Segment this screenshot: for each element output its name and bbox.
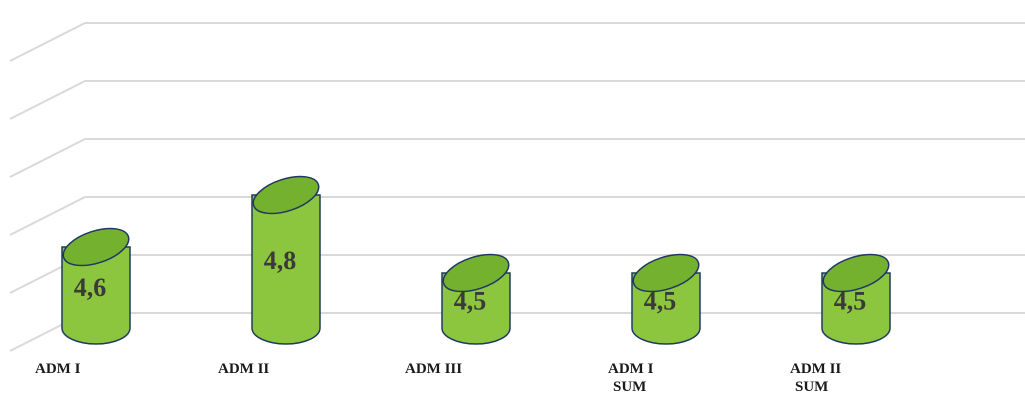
bar: 4,6 xyxy=(59,221,134,344)
data-label: 4,8 xyxy=(264,246,297,275)
category-label: ADM II xyxy=(218,361,269,377)
category-label-line: ADM II xyxy=(790,361,841,377)
category-label: ADM I xyxy=(35,361,81,377)
gridline-diagonal xyxy=(10,139,85,177)
bar: 4,5 xyxy=(439,247,514,344)
bar: 4,8 xyxy=(249,169,324,344)
category-label: ADM III xyxy=(405,361,462,377)
category-label-line: ADM III xyxy=(405,361,462,377)
category-label-line: ADM I xyxy=(608,361,654,377)
data-label: 4,6 xyxy=(74,273,107,302)
category-label-line: ADM I xyxy=(35,361,81,377)
category-label: ADM II SUM xyxy=(790,361,841,395)
bar: 4,5 xyxy=(819,247,894,344)
gridline-diagonal xyxy=(10,81,85,119)
data-label: 4,5 xyxy=(834,286,867,315)
bar: 4,5 xyxy=(629,247,704,344)
data-label: 4,5 xyxy=(644,286,677,315)
gridline-diagonal xyxy=(10,23,85,61)
category-label: ADM I SUM xyxy=(608,361,654,395)
gridline-diagonal xyxy=(10,197,85,235)
category-label-line: SUM xyxy=(613,379,646,395)
data-label: 4,5 xyxy=(454,286,487,315)
category-label-line: ADM II xyxy=(218,361,269,377)
category-label-line: SUM xyxy=(795,379,828,395)
